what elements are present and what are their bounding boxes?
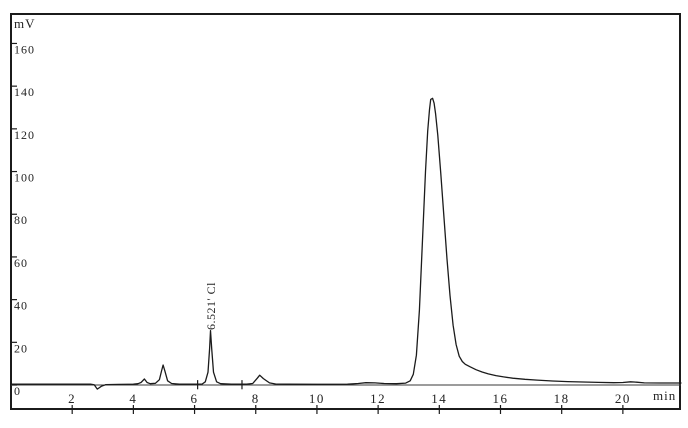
y-axis-unit-label: mV [14, 16, 36, 31]
x-axis-unit-label: min [653, 388, 677, 403]
y-tick-label: 40 [14, 299, 28, 313]
x-tick-label: 6 [191, 391, 199, 406]
x-tick-label: 10 [309, 391, 325, 406]
x-tick-label: 16 [492, 391, 508, 406]
x-tick-label: 20 [615, 391, 631, 406]
y-tick-label: 20 [14, 341, 28, 355]
y-tick-label: 100 [14, 171, 35, 185]
y-tick-label: 160 [14, 42, 35, 56]
peak-retention-label: 6.521' Cl [204, 282, 218, 330]
x-tick-label: 14 [431, 391, 447, 406]
x-tick-label: 12 [370, 391, 386, 406]
detector-signal-trace [10, 97, 682, 390]
y-tick-label: 80 [14, 213, 28, 227]
y-tick-label: 120 [14, 128, 35, 142]
x-tick-label: 8 [252, 391, 260, 406]
x-tick-label: 2 [68, 391, 76, 406]
plot-frame [10, 13, 681, 410]
y-tick-label: 0 [14, 384, 21, 398]
x-tick-label: 4 [129, 391, 137, 406]
y-tick-label: 60 [14, 256, 28, 270]
y-tick-label: 140 [14, 85, 35, 99]
x-tick-label: 18 [554, 391, 570, 406]
